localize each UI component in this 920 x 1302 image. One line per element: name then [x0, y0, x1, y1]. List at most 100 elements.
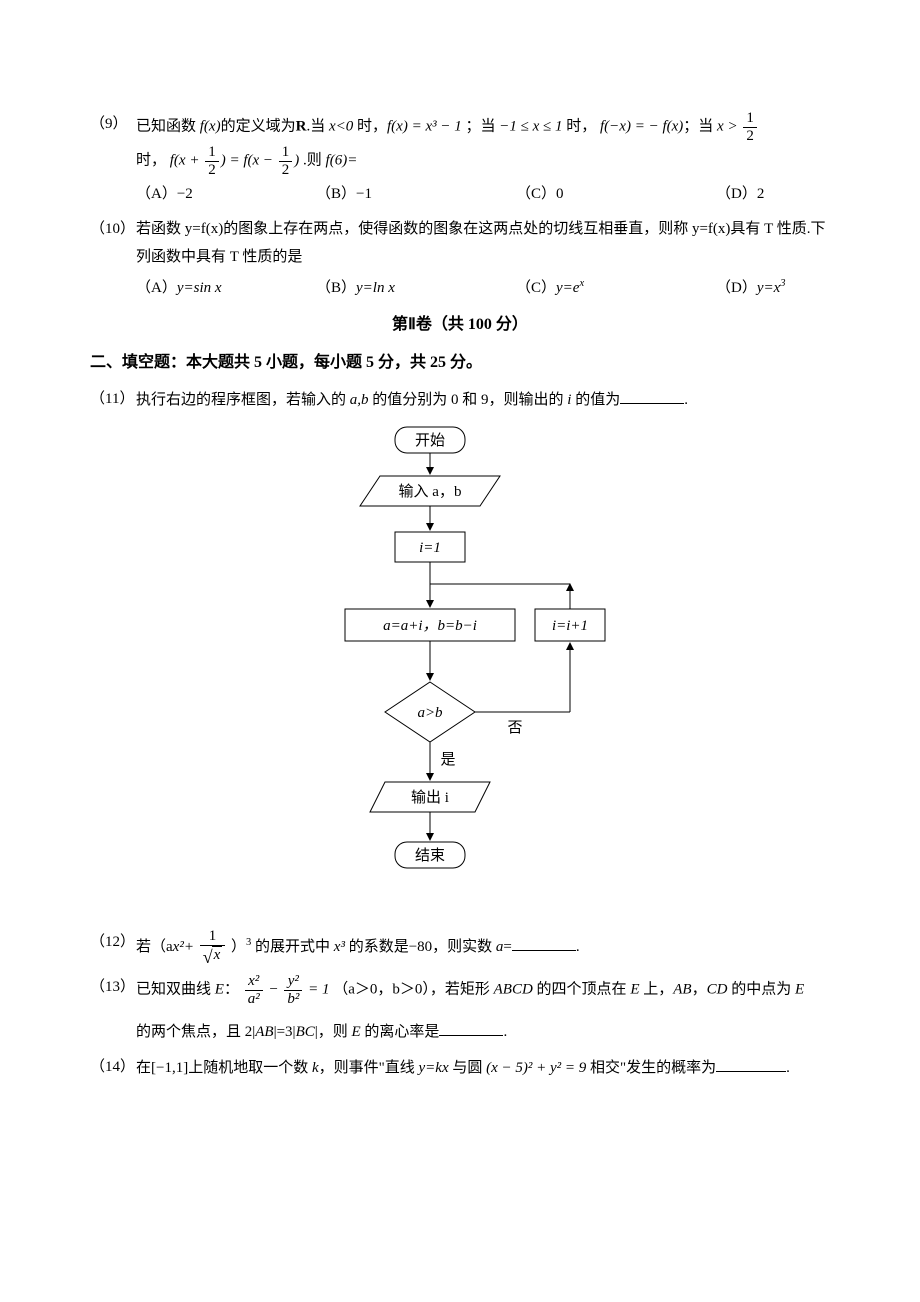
section-heading: 二、填空题：本大题共 5 小题，每小题 5 分，共 25 分。	[90, 348, 830, 378]
flow-yes-label: 是	[440, 752, 455, 768]
q14-ykx: y=kx	[419, 1060, 449, 1076]
flow-input-text: 输入 a，b	[399, 483, 462, 500]
q12-x2: x²+	[173, 939, 194, 955]
q10-optB-l: （B）	[316, 280, 356, 296]
q12-sqrt-arg: x	[212, 946, 223, 964]
flow-init-text: i=1	[419, 540, 441, 556]
q9-t4: 时，	[353, 118, 387, 134]
q13-ABCD: ABCD	[494, 982, 533, 998]
q11-period: .	[684, 392, 688, 408]
q12-frac-num: 1	[200, 928, 226, 945]
flowchart-container: 开始 输入 a，b i=1 a=a+i，b=b−i i=i+1 a>b 否 是 …	[90, 422, 830, 912]
q11-ab: a,b	[350, 392, 369, 408]
q11-c: 的值为	[571, 392, 620, 408]
q10-optD: （D）y=x3	[716, 274, 856, 303]
q13-eq: = 1	[308, 982, 329, 998]
q9-t6: 时，	[566, 118, 596, 134]
q12-sqrt: √x	[203, 946, 223, 966]
q9-half3: 12	[279, 144, 293, 178]
q9-optD: （D）2	[716, 180, 856, 209]
q9-half3-n: 1	[279, 144, 293, 161]
q9-half3-d: 2	[279, 161, 293, 179]
q14-b: ，则事件"直线	[319, 1060, 419, 1076]
q9-label: （9）	[90, 110, 128, 139]
q10-optA: （A）y=sin x	[136, 274, 316, 303]
question-14: （14） 在[−1,1]上随机地取一个数 k，则事件"直线 y=kx 与圆 (x…	[90, 1053, 830, 1083]
q9-t5: ；当	[462, 118, 496, 134]
question-9: （9） 已知函数 f(x)的定义域为R.当 x<0 时，f(x) = x³ − …	[90, 110, 830, 209]
q12-blank	[512, 932, 576, 951]
q13-dt: 的中点为	[727, 982, 795, 998]
q9-optB: （B）−1	[316, 180, 516, 209]
q9-f6: f(6)=	[326, 152, 358, 168]
q12-e: =	[503, 939, 511, 955]
q13-E4: E	[352, 1024, 361, 1040]
q10-optD-l: （D）	[716, 280, 757, 296]
flow-no-label: 否	[507, 720, 522, 736]
q12-label: （12）	[90, 928, 135, 957]
q14-c: 与圆	[449, 1060, 487, 1076]
q11-b: 的值分别为 0 和 9，则输出的	[369, 392, 568, 408]
question-13: （13） 已知双曲线 E： x²a² − y²b² = 1 （a＞0，b＞0），…	[90, 973, 830, 1047]
q13-frac1: x²a²	[245, 973, 263, 1007]
q13-AB: AB	[673, 982, 691, 998]
q10-optA-l: （A）	[136, 280, 177, 296]
q13-f2d: b²	[284, 990, 302, 1008]
q13-colon: ：	[224, 982, 239, 998]
q13-line1: 已知双曲线 E： x²a² − y²b² = 1 （a＞0，b＞0），若矩形 A…	[136, 973, 830, 1007]
q9-fx: f(x)	[200, 118, 221, 134]
q13-bt: 的四个顶点在	[533, 982, 631, 998]
q9-body: 已知函数 f(x)的定义域为R.当 x<0 时，f(x) = x³ − 1 ；当…	[136, 110, 830, 144]
q13-blank	[439, 1017, 503, 1036]
q9-xlt0: x<0	[329, 118, 353, 134]
question-12: （12） 若（ax²+ 1 √x ）3 的展开式中 x³ 的系数是−80，则实数…	[90, 928, 830, 967]
q12-frac-den: √x	[200, 945, 226, 968]
q13-cond: （a＞0，b＞0），若矩形	[333, 982, 493, 998]
q9-expr2: f(−x) = − f(x)	[596, 118, 683, 134]
q13-l2mid: |=3|	[274, 1024, 296, 1040]
section-title: 第Ⅱ卷（共 100 分）	[90, 310, 830, 340]
q9-line2: 时， f(x + 12) = f(x − 12) .则 f(6)=	[136, 144, 830, 178]
q13-frac2: y²b²	[284, 973, 302, 1007]
q14-d: 相交"发生的概率为	[586, 1060, 716, 1076]
q10-label: （10）	[90, 215, 135, 244]
q14-blank	[716, 1053, 786, 1072]
q9-t2: 的定义域为	[221, 118, 296, 134]
q11-blank	[620, 385, 684, 404]
flow-output-text: 输出 i	[411, 789, 449, 806]
q9-e3a: f(x +	[170, 152, 203, 168]
q9-rng: −1 ≤ x ≤ 1	[496, 118, 567, 134]
q13-line2: 的两个焦点，且 2|AB|=3|BC|，则 E 的离心率是.	[136, 1017, 830, 1047]
q12-a: 若（a	[136, 939, 173, 955]
flow-end-text: 结束	[415, 847, 445, 864]
q9-half2: 12	[205, 144, 219, 178]
q13-a: 已知双曲线	[136, 982, 215, 998]
q13-comma: ，	[692, 982, 707, 998]
q9-xgt: x >	[717, 118, 738, 134]
q13-BC: BC	[296, 1024, 315, 1040]
q13-f1d: a²	[245, 990, 263, 1008]
question-11: （11） 执行右边的程序框图，若输入的 a,b 的值分别为 0 和 9，则输出的…	[90, 385, 830, 415]
flowchart: 开始 输入 a，b i=1 a=a+i，b=b−i i=i+1 a>b 否 是 …	[300, 422, 620, 912]
question-10: （10） 若函数 y=f(x)的图象上存在两点，使得函数的图象在这两点处的切线互…	[90, 215, 830, 303]
q13-E3: E	[795, 982, 804, 998]
q13-l2b: |，则	[315, 1024, 352, 1040]
flow-inc-text: i=i+1	[552, 618, 588, 634]
q12-b: ）	[231, 939, 246, 955]
q11-label: （11）	[90, 385, 134, 414]
q10-optC-l: （C）	[516, 280, 556, 296]
q14-period: .	[786, 1060, 790, 1076]
flow-cond-text: a>b	[417, 705, 443, 721]
q13-AB2: AB	[255, 1024, 273, 1040]
q10-text: 若函数 y=f(x)的图象上存在两点，使得函数的图象在这两点处的切线互相垂直，则…	[136, 215, 830, 272]
q9-optC: （C）0	[516, 180, 716, 209]
q9-optA: （A）−2	[136, 180, 316, 209]
q13-CD: CD	[707, 982, 728, 998]
q14-circle: (x − 5)² + y² = 9	[486, 1060, 586, 1076]
q13-E: E	[215, 982, 224, 998]
q9-half2-d: 2	[205, 161, 219, 179]
q10-optD-sup: 3	[780, 278, 785, 289]
q13-ct: 上，	[639, 982, 673, 998]
q13-l2c: 的离心率是	[361, 1024, 440, 1040]
q9-t9: .则	[303, 152, 326, 168]
